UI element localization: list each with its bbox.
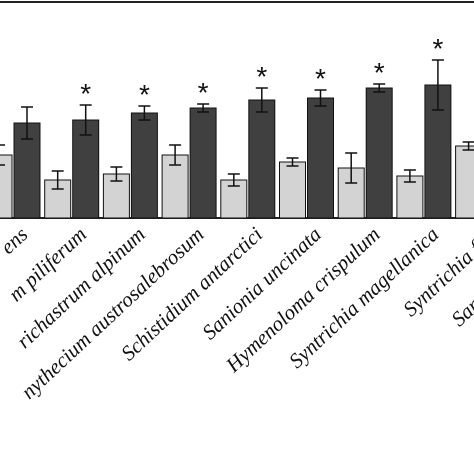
error-bar bbox=[197, 103, 210, 113]
error-bar bbox=[138, 105, 151, 121]
error-bar bbox=[345, 152, 358, 184]
bar bbox=[248, 99, 276, 219]
significance-mark: * bbox=[256, 61, 267, 92]
bar bbox=[0, 154, 13, 219]
error-bar bbox=[169, 144, 182, 166]
bar bbox=[189, 107, 217, 219]
significance-mark: * bbox=[80, 78, 91, 109]
error-bar bbox=[403, 169, 416, 183]
error-bar bbox=[21, 106, 33, 140]
error-bar bbox=[314, 89, 327, 107]
x-tick-label: ens bbox=[0, 222, 32, 259]
error-bar bbox=[79, 104, 92, 136]
significance-mark: * bbox=[315, 63, 326, 94]
significance-mark: * bbox=[374, 57, 385, 88]
error-bar bbox=[110, 166, 123, 182]
error-bar bbox=[255, 87, 268, 113]
error-bar bbox=[227, 173, 240, 187]
significance-mark: * bbox=[432, 33, 443, 64]
error-bar bbox=[373, 83, 386, 93]
bar bbox=[279, 161, 306, 219]
bar bbox=[396, 175, 424, 219]
error-bar bbox=[0, 144, 5, 166]
significance-mark: * bbox=[198, 77, 209, 108]
bar bbox=[307, 97, 334, 219]
bar bbox=[365, 87, 393, 219]
error-bar bbox=[51, 170, 64, 190]
bar bbox=[455, 145, 474, 219]
significance-mark: * bbox=[139, 79, 150, 110]
bar bbox=[130, 112, 158, 219]
error-bar bbox=[431, 59, 444, 111]
error-bar bbox=[286, 157, 299, 167]
error-bar bbox=[462, 141, 474, 151]
